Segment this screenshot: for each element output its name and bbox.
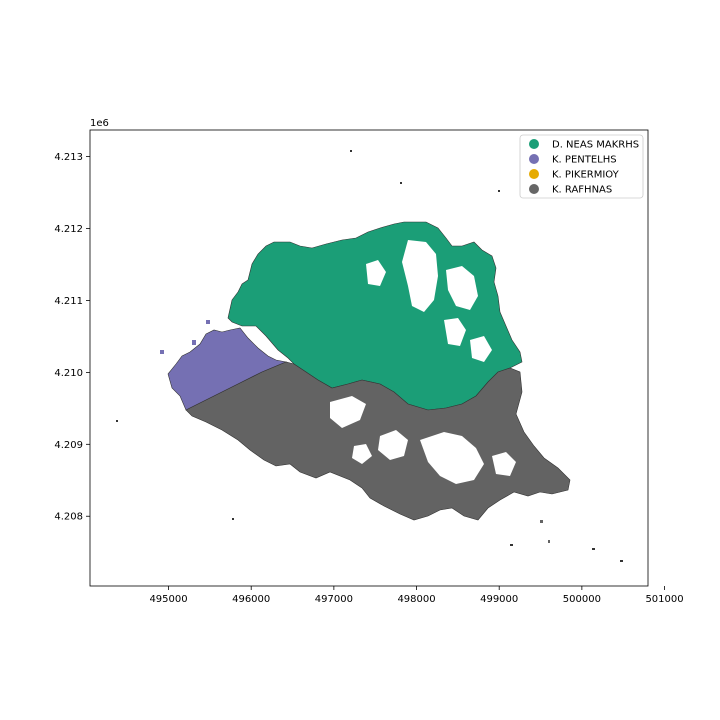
legend-marker xyxy=(529,169,539,179)
x-tick-label: 499000 xyxy=(480,594,518,605)
region-rafhnas xyxy=(185,361,571,521)
islands xyxy=(116,150,623,562)
y-axis: 4.208 4.209 4.210 4.211 4.212 4.213 xyxy=(54,152,90,523)
legend-label: K. PENTELHS xyxy=(552,155,617,166)
legend-label: K. RAFHNAS xyxy=(552,185,612,196)
legend: D. NEAS MAKRHS K. PENTELHS K. PIKERMIOY K. … xyxy=(519,134,644,199)
rafhnas-gaps xyxy=(330,396,516,484)
y-tick-label: 4.209 xyxy=(54,440,83,451)
y-tick-label: 4.210 xyxy=(54,368,83,379)
y-tick-label: 4.211 xyxy=(54,296,83,307)
legend-marker xyxy=(529,154,539,164)
axes-frame xyxy=(89,129,649,587)
x-tick-label: 497000 xyxy=(315,594,353,605)
y-tick-label: 4.213 xyxy=(54,152,83,163)
x-tick-label: 501000 xyxy=(645,594,683,605)
legend-label: K. PIKERMIOY xyxy=(552,170,620,181)
y-tick-label: 4.208 xyxy=(54,512,83,523)
x-axis: 495000 496000 497000 498000 499000 500000 5010… xyxy=(149,586,684,605)
legend-label: D. NEAS MAKRHS xyxy=(552,140,639,151)
x-tick-label: 495000 xyxy=(149,594,187,605)
x-tick-label: 496000 xyxy=(232,594,270,605)
y-axis-offset-label: 1e6 xyxy=(90,118,109,129)
legend-marker xyxy=(529,139,539,149)
legend-marker xyxy=(529,184,539,194)
map-area xyxy=(116,150,623,562)
neas-makrhs-gaps xyxy=(366,240,492,362)
y-tick-label: 4.212 xyxy=(54,224,83,235)
x-tick-label: 498000 xyxy=(397,594,435,605)
legend-box xyxy=(519,134,644,199)
x-tick-label: 500000 xyxy=(563,594,601,605)
